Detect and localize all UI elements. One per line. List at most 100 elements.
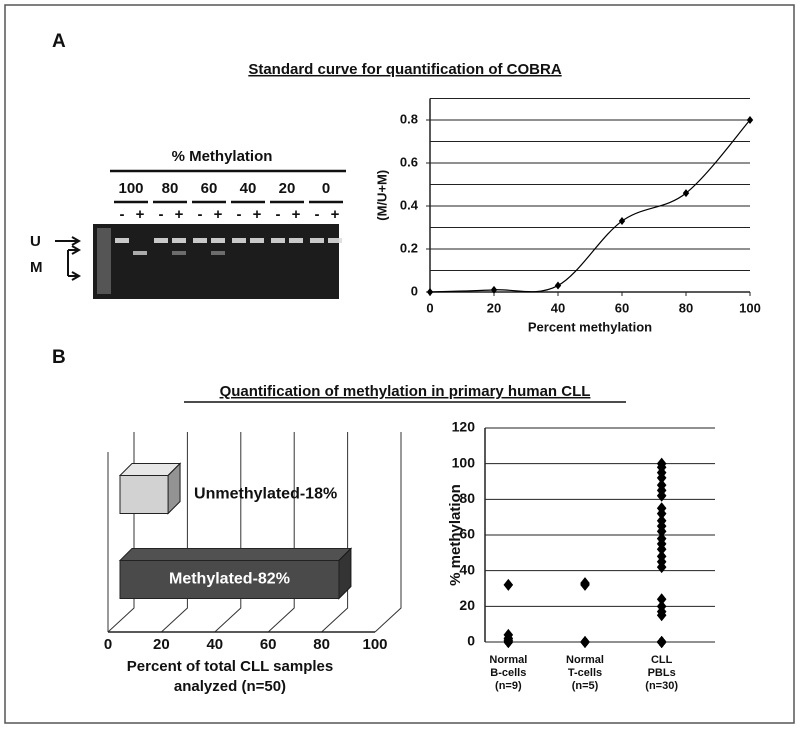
gel: % Methylation U M 100- +80- +60- +40- +20- +0…: [30, 148, 346, 299]
point: [656, 561, 667, 574]
x-tick-label: Normal: [566, 654, 604, 666]
y-tick-label: 0.2: [400, 240, 418, 255]
lane-label: 0: [322, 180, 330, 197]
x-tick-label: 100: [362, 636, 387, 653]
lane-sign: -: [237, 206, 242, 223]
gel-header: % Methylation: [172, 148, 273, 165]
gel-image: [93, 224, 339, 299]
x-tick-label: T-cells: [568, 667, 602, 679]
band: [310, 238, 324, 243]
panel-title: Standard curve for quantification of COB…: [248, 61, 562, 78]
band: [154, 238, 168, 243]
point: [490, 285, 498, 294]
point: [656, 543, 667, 556]
point: [580, 636, 590, 648]
lane-sign: -: [276, 206, 281, 223]
lane-sign: +: [292, 206, 301, 223]
grid-line: [321, 432, 349, 633]
band: [232, 238, 246, 243]
x-axis-label: Percent methylation: [528, 319, 652, 334]
grid-line: [374, 432, 402, 633]
lane-label: 80: [162, 180, 179, 197]
band: [211, 251, 225, 255]
lane-sign: -: [315, 206, 320, 223]
x-tick-label: 80: [313, 636, 330, 653]
grid-line: [267, 432, 295, 633]
panel-label: A: [52, 31, 66, 52]
x-axis-label: Percent of total CLL samples: [127, 658, 333, 675]
frame: [4, 4, 795, 724]
gel-u: U: [30, 233, 41, 250]
y-tick-label: 120: [452, 419, 476, 435]
x-tick-label: 0: [104, 636, 112, 653]
band: [250, 238, 264, 243]
gel-arrows: [55, 236, 82, 281]
grid-line: [107, 432, 135, 633]
y-tick-label: 20: [459, 597, 475, 613]
x-tick-label: Normal: [489, 654, 527, 666]
x-tick-label: 20: [487, 300, 501, 315]
y-tick-label: 0.4: [400, 197, 419, 212]
point: [682, 189, 690, 198]
panel-title: Quantification of methylation in primary…: [220, 383, 591, 400]
point: [554, 281, 562, 290]
y-tick-label: 0.6: [400, 154, 418, 169]
x-tick-label: B-cells: [490, 667, 526, 679]
band: [328, 238, 342, 243]
x-tick-label: CLL: [651, 654, 673, 666]
band: [271, 238, 285, 243]
bar-label: Methylated-82%: [169, 571, 290, 588]
lane-sign: +: [175, 206, 184, 223]
point: [746, 116, 754, 124]
x-tick-label: PBLs: [648, 667, 676, 679]
point: [580, 578, 590, 591]
y-tick-label: 0.8: [400, 111, 418, 126]
point: [656, 609, 667, 622]
point: [656, 507, 667, 520]
point: [503, 636, 514, 648]
band: [193, 238, 207, 243]
bar-front: [119, 560, 340, 599]
lane-label: 60: [201, 180, 218, 197]
band: [172, 238, 186, 243]
x-tick-label: 60: [260, 636, 277, 653]
bar: [118, 462, 182, 515]
curve: [429, 119, 751, 293]
bar-front: [119, 475, 169, 514]
lane-sign: -: [159, 206, 164, 223]
y-tick-label: 60: [459, 526, 475, 542]
x-axis-label: analyzed (n=50): [174, 678, 286, 695]
band: [172, 251, 186, 255]
grid-line: [214, 432, 242, 633]
y-axis-label: (M/U+M): [374, 170, 389, 221]
ladder: [97, 228, 111, 294]
point: [503, 578, 514, 591]
lane-label: 100: [118, 180, 143, 197]
lane-label: 40: [240, 180, 257, 197]
lane-sign: +: [136, 206, 145, 223]
x-tick-label: 0: [426, 300, 433, 315]
lane-sign: -: [120, 206, 125, 223]
x-tick-label: 40: [551, 300, 565, 315]
point: [656, 525, 667, 538]
x-tick-label: (n=9): [495, 680, 522, 692]
band: [211, 238, 225, 243]
panel-label: B: [52, 347, 66, 368]
lane-sign: -: [198, 206, 203, 223]
point: [426, 288, 434, 296]
grid-line: [161, 432, 188, 633]
y-tick-label: 100: [452, 454, 476, 470]
point: [656, 593, 667, 606]
y-tick-label: 0: [411, 283, 418, 298]
x-tick-label: 60: [615, 300, 629, 315]
x-tick-label: 40: [206, 636, 223, 653]
lane-sign: +: [253, 206, 262, 223]
y-tick-label: 80: [459, 490, 475, 506]
point: [618, 217, 626, 226]
x-tick-label: (n=30): [645, 680, 678, 692]
x-tick-label: 80: [679, 300, 693, 315]
point: [656, 471, 667, 484]
lane-sign: +: [331, 206, 340, 223]
y-axis-label: % methylation: [447, 484, 464, 586]
